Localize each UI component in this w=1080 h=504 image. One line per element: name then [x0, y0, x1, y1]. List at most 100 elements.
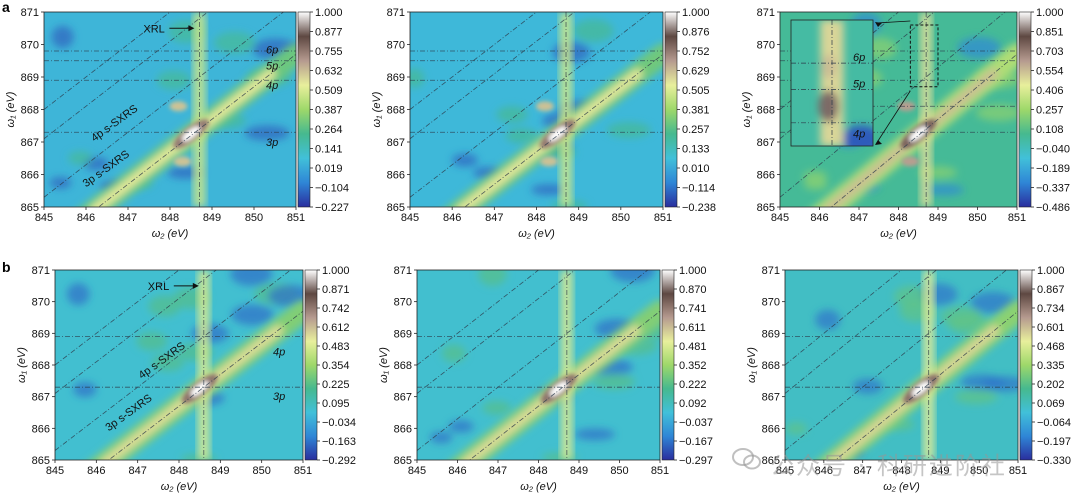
x-axis-label: ω₂ (eV) [152, 228, 189, 240]
x-tick-label: 848 [892, 465, 910, 477]
heatmap-panel-a1: 845 846 847 848 849 850 851 865 866 867 868 869 870 8… [5, 7, 349, 240]
wechat-icon [732, 448, 761, 470]
y-tick-label: 867 [757, 137, 775, 149]
x-axis-label: ω₂ (eV) [161, 481, 198, 493]
y-tick-label: 865 [394, 455, 412, 467]
colorbar-tick-label: 0.354 [322, 360, 350, 372]
texture-blob [213, 31, 256, 54]
x-tick-label: 850 [252, 465, 270, 477]
colorbar-tick-label: 0.069 [1037, 398, 1065, 410]
annotation-p3: 3p [273, 391, 285, 403]
colorbar-tick-label: 1.000 [315, 7, 343, 19]
guide-diagonal [785, 270, 1007, 451]
x-tick-label: 849 [569, 212, 587, 224]
heatmap-peak [181, 374, 218, 404]
texture-blob [981, 376, 1018, 392]
colorbar-tick-label: 0.257 [682, 124, 710, 136]
colorbar-tick-label: 0.851 [1036, 27, 1064, 39]
peak-core [548, 126, 567, 142]
colorbar-tick-label: 0.871 [322, 284, 350, 296]
guide-diagonal [834, 310, 1018, 460]
guide-diagonal [55, 270, 217, 394]
x-tick-label: 851 [287, 212, 305, 224]
guide-diagonal [108, 310, 303, 460]
colorbar-tick-label: 0.406 [1036, 85, 1064, 97]
colorbar-tick-label: 0.352 [679, 360, 707, 372]
y-tick-label: 869 [762, 328, 780, 340]
colorbar-tick-label: 0.755 [315, 46, 343, 58]
texture-blob [73, 381, 97, 398]
x-tick-label: 849 [931, 465, 949, 477]
panel-label-b: b [2, 259, 11, 275]
peak-secondary [169, 101, 188, 112]
x-tick-label: 851 [1009, 465, 1027, 477]
heatmap-panel-b1: 845 846 847 848 849 850 851 865 866 867 868 869 870 8… [16, 265, 356, 493]
y-tick-label: 870 [32, 297, 50, 309]
x-tick-label: 849 [203, 212, 221, 224]
colorbar-tick-label: 0.092 [679, 398, 707, 410]
x-tick-label: 846 [810, 212, 828, 224]
xrl-arrow-head [188, 25, 195, 32]
texture-blob [815, 309, 841, 330]
guide-lines [417, 270, 660, 460]
colorbar-tick-label: 0.264 [315, 124, 343, 136]
colorbar-tick-label: −0.197 [1037, 436, 1071, 448]
colorbar-tick-label: 0.752 [682, 46, 710, 58]
y-tick-label: 866 [387, 170, 405, 182]
guide-diagonal [780, 12, 1006, 198]
guide-diagonal [410, 12, 576, 140]
peak-secondary [535, 101, 554, 112]
y-tick-label: 868 [21, 105, 39, 117]
inset-source-box [909, 24, 939, 88]
texture-blob [244, 125, 290, 141]
y-tick-label: 871 [762, 265, 780, 277]
texture-blob [957, 37, 1001, 59]
guide-diagonal [410, 12, 652, 198]
colorbar-tick-label: 1.000 [1036, 7, 1064, 19]
colorbar-tick-label: −0.163 [322, 436, 356, 448]
x-tick-label: 849 [929, 212, 947, 224]
colorbar-gradient [664, 11, 678, 208]
colorbar-tick-label: 0.019 [315, 163, 343, 175]
y-tick-label: 866 [762, 423, 780, 435]
heatmap-panel-a2: 845 846 847 848 849 850 851 865 866 867 868 869 870 8… [371, 7, 716, 240]
guide-diagonal [417, 270, 576, 394]
x-tick-label: 847 [485, 212, 503, 224]
guide-diagonal [44, 12, 171, 110]
x-tick-label: 848 [170, 465, 188, 477]
x-tick-label: 847 [119, 212, 137, 224]
x-tick-label: 846 [87, 465, 105, 477]
x-axis-label: ω₂ (eV) [518, 228, 555, 240]
peak-secondary [901, 156, 920, 167]
colorbar-tick-label: 0.734 [1037, 303, 1065, 315]
y-tick-label: 866 [32, 423, 50, 435]
y-axis-label: ω₁ (eV) [371, 91, 383, 127]
y-tick-label: 870 [21, 40, 39, 52]
x-tick-label: 850 [970, 465, 988, 477]
x-tick-label: 847 [853, 465, 871, 477]
x-tick-label: 851 [651, 465, 669, 477]
peak-core [909, 126, 928, 142]
y-tick-label: 869 [32, 328, 50, 340]
x-tick-label: 848 [529, 465, 547, 477]
heatmap-plot-area [44, 12, 296, 207]
axis-ticks: 845 846 847 848 849 850 851 865 866 867 868 869 870 8… [21, 7, 306, 224]
y-axis-label: ω₁ (eV) [5, 91, 17, 127]
y-tick-label: 865 [21, 202, 39, 214]
heatmap-peak [169, 101, 209, 167]
colorbar-gradient [297, 11, 311, 208]
y-axis-label: ω₁ (eV) [741, 91, 753, 127]
colorbar-tick-label: −0.034 [322, 417, 356, 429]
annotation-xrl: XRL [143, 23, 164, 35]
x-tick-label: 849 [211, 465, 229, 477]
x-tick-label: 846 [77, 212, 95, 224]
heatmap-background [410, 12, 663, 207]
y-axis-label: ω₁ (eV) [378, 347, 390, 383]
axis-ticks: 845 846 847 848 849 850 851 865 866 867 868 869 870 8… [32, 265, 313, 477]
texture-blob [610, 270, 656, 283]
colorbar-tick-label: 0.095 [322, 398, 350, 410]
y-tick-label: 871 [32, 265, 50, 277]
peak-core [549, 381, 568, 397]
colorbar-tick-label: −0.227 [315, 202, 349, 214]
x-tick-label: 845 [35, 212, 53, 224]
